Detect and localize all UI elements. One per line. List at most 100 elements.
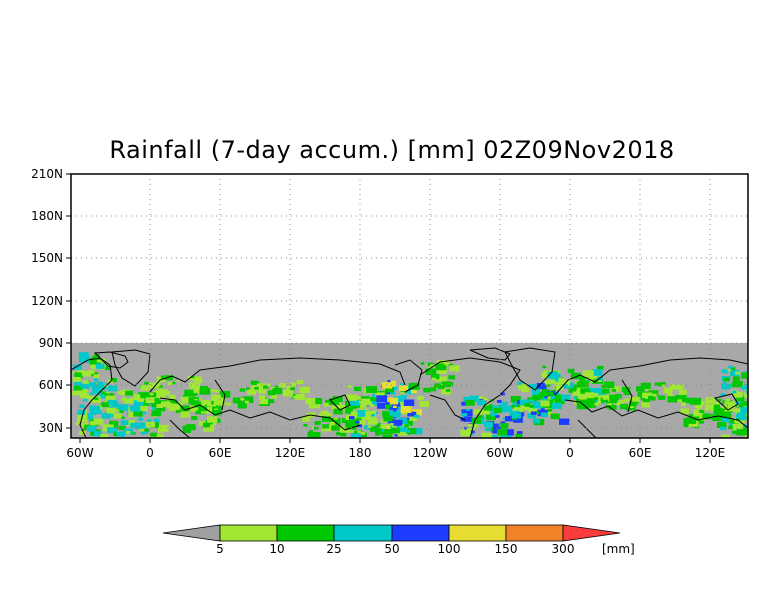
- rain-cell: [547, 371, 559, 379]
- rain-cell: [334, 417, 338, 420]
- rain-cell: [688, 414, 700, 421]
- colorbar-segment-1: [219, 524, 278, 542]
- rain-cell: [140, 392, 150, 399]
- rain-cell: [469, 395, 480, 402]
- rain-cell: [578, 381, 589, 388]
- rain-cell: [293, 396, 297, 399]
- rain-cell: [629, 401, 637, 407]
- rain-cell: [254, 386, 259, 390]
- rain-cell: [213, 408, 218, 412]
- lat-label-60n: 60N: [38, 378, 63, 392]
- rain-cell: [210, 389, 214, 392]
- colorbar-segment-2: [276, 524, 335, 542]
- rain-cell: [74, 380, 80, 384]
- rain-cell: [244, 400, 249, 404]
- rain-cell: [732, 428, 739, 433]
- rain-cell: [72, 376, 81, 382]
- rain-cell: [345, 406, 353, 412]
- rain-cell: [554, 397, 565, 405]
- rain-cell: [464, 427, 469, 430]
- rain-cell: [602, 394, 611, 400]
- rain-cell: [528, 406, 537, 413]
- rain-cell: [73, 385, 83, 391]
- rain-cell: [346, 405, 351, 408]
- rain-cell: [89, 405, 101, 413]
- rain-cell: [118, 425, 126, 431]
- rain-cell: [139, 428, 145, 432]
- rain-cell: [695, 414, 706, 421]
- rain-cell: [720, 426, 726, 431]
- rain-cell: [608, 405, 617, 410]
- rain-cell: [471, 417, 482, 424]
- rain-cell: [643, 398, 650, 403]
- rain-cell: [158, 385, 163, 388]
- rain-cell: [325, 399, 331, 404]
- rain-cell: [499, 423, 509, 429]
- rain-cell: [662, 384, 666, 387]
- colorbar-label-100: 100: [437, 542, 461, 556]
- rain-cell: [353, 431, 358, 434]
- rain-cell: [167, 381, 173, 385]
- rain-cell: [97, 381, 103, 386]
- rain-cell: [516, 404, 524, 409]
- rain-cell: [191, 416, 198, 420]
- rain-cell: [532, 395, 541, 401]
- rain-cell: [392, 419, 403, 426]
- rain-cell: [417, 395, 424, 400]
- rain-cell: [496, 400, 502, 403]
- rain-cell: [384, 425, 391, 430]
- rain-cell: [167, 402, 177, 409]
- rain-cell: [98, 391, 109, 399]
- rain-cell: [394, 434, 398, 437]
- rain-cell: [717, 422, 727, 428]
- rain-cell: [513, 407, 523, 413]
- rain-cell: [148, 382, 157, 389]
- rain-cell: [728, 365, 733, 369]
- rain-cell: [126, 412, 130, 415]
- rain-cell: [554, 381, 563, 387]
- rain-cell: [591, 392, 599, 398]
- rain-cell: [717, 398, 722, 402]
- rain-cell: [158, 429, 164, 433]
- rain-cell: [318, 413, 324, 418]
- rain-cell: [403, 399, 415, 406]
- rain-cell: [385, 386, 394, 393]
- rain-cell: [603, 381, 615, 389]
- rain-cell: [105, 395, 116, 402]
- rain-cell: [481, 417, 485, 420]
- rain-cell: [736, 396, 745, 402]
- rain-cell: [580, 395, 587, 400]
- rain-cell: [550, 396, 555, 399]
- rain-cell: [730, 367, 736, 370]
- rain-cell: [142, 428, 149, 433]
- rain-cell: [268, 399, 275, 404]
- rain-cell: [242, 396, 254, 403]
- rain-cell: [180, 396, 192, 404]
- rain-cell: [290, 387, 295, 391]
- rain-cell: [736, 429, 747, 436]
- rain-cell: [406, 428, 417, 435]
- rain-cell: [414, 414, 419, 418]
- rain-cell: [89, 392, 94, 395]
- rain-cell: [213, 403, 221, 408]
- rain-cell: [79, 404, 85, 408]
- rain-cell: [713, 404, 720, 409]
- rain-cell: [730, 370, 740, 377]
- rain-cell: [502, 417, 507, 420]
- rain-cell: [600, 397, 609, 403]
- rain-cell: [80, 383, 90, 389]
- plot-frame: [70, 173, 749, 439]
- rain-cell: [489, 404, 493, 407]
- colorbar-label-5: 5: [216, 542, 224, 556]
- rain-cell: [541, 391, 549, 397]
- rain-cell: [741, 372, 748, 379]
- rain-cell: [423, 387, 431, 393]
- rain-cell: [435, 363, 447, 371]
- colorbar-label-50: 50: [384, 542, 400, 556]
- rain-cell: [382, 411, 392, 417]
- rain-cell: [203, 422, 210, 428]
- rain-cell: [670, 384, 679, 390]
- rain-cell: [551, 402, 562, 409]
- rain-cell: [497, 429, 508, 436]
- rain-cell: [510, 396, 521, 403]
